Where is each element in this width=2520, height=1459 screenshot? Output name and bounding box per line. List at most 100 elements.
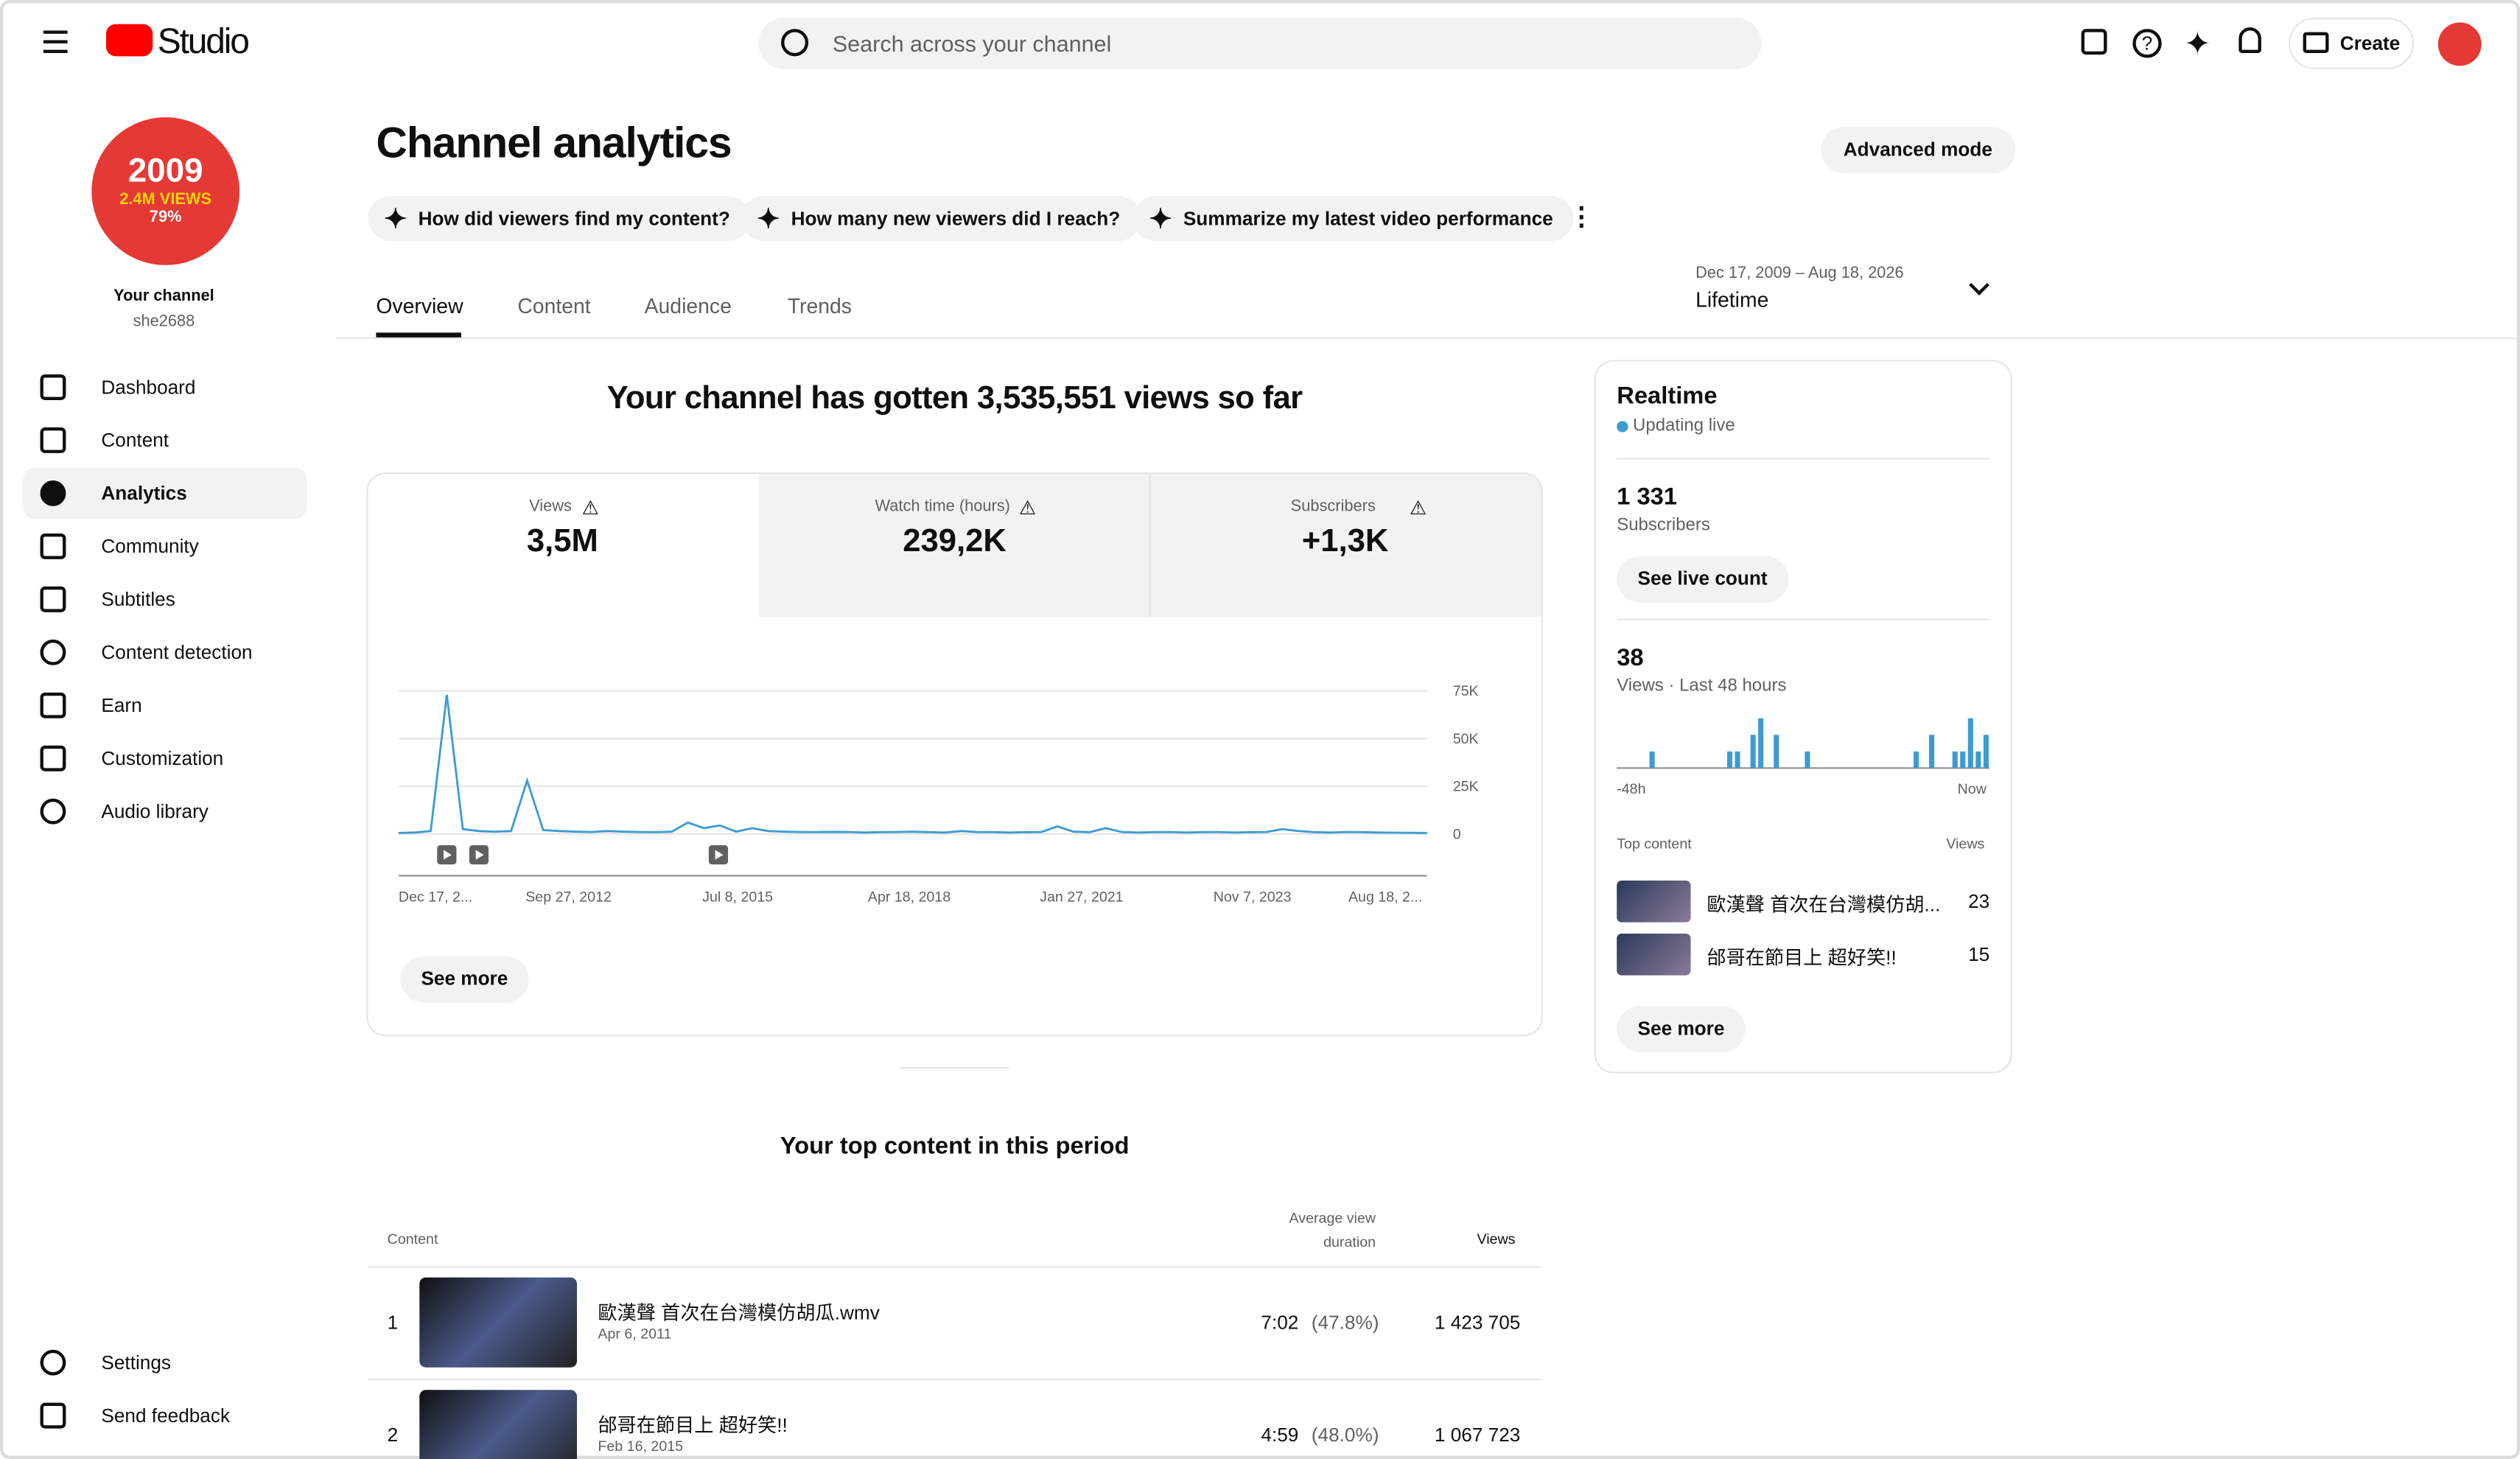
nav-item[interactable]: Earn (101, 694, 142, 717)
period[interactable]: Lifetime (1695, 287, 1769, 312)
metric-label[interactable]: Watch time (hours) (875, 497, 1010, 516)
tab[interactable]: Overview (376, 294, 463, 318)
advanced-mode-button[interactable]: Advanced mode (1821, 127, 2015, 174)
tab[interactable]: Audience (644, 294, 732, 318)
video-views: 15 (1968, 943, 1990, 966)
notifications-button[interactable] (2239, 27, 2261, 53)
menu-button[interactable] (43, 30, 68, 53)
video-title[interactable]: 邰哥在節目上 超好笑!! (1707, 946, 1897, 969)
subscriber-count: 1 331 (1617, 483, 1678, 511)
nav-icon[interactable] (40, 745, 66, 772)
date-range[interactable]: Dec 17, 2009 – Aug 18, 2026 (1695, 265, 1904, 283)
prompt-text: How did viewers find my content? (418, 207, 730, 230)
nav-icon[interactable] (40, 533, 66, 559)
realtime-status: Updating live (1633, 416, 1735, 435)
nav-item[interactable]: Content detection (101, 641, 253, 664)
channel-label: Your channel (113, 287, 214, 306)
metric-value[interactable]: 239,2K (903, 523, 1007, 559)
avatar-views: 2.4M VIEWS (119, 191, 212, 209)
prompt-text: Summarize my latest video performance (1183, 207, 1553, 230)
video-title[interactable]: 歐漢聲 首次在台灣模仿胡... (1707, 893, 1941, 916)
thumbnail[interactable] (1617, 880, 1691, 923)
tab[interactable]: Trends (787, 294, 852, 318)
nav-icon[interactable] (40, 1402, 66, 1429)
views: 1 067 723 (1434, 1424, 1521, 1446)
content-column: Content (387, 1231, 438, 1248)
subscribers-label: Subscribers (1617, 515, 1710, 536)
prompt-text: How many new viewers did I reach? (791, 207, 1121, 230)
avd-column: Average view duration (1289, 1210, 1376, 1250)
rank: 1 (387, 1311, 399, 1334)
nav-icon[interactable] (40, 692, 66, 718)
avatar-pct: 79% (149, 209, 182, 227)
divider (368, 1378, 1541, 1381)
warning-icon: ⚠ (581, 496, 600, 519)
rank: 2 (387, 1424, 399, 1446)
top-content-title: Your top content in this period (780, 1133, 1130, 1161)
logo-icon[interactable] (105, 24, 153, 57)
nav-icon[interactable] (40, 586, 66, 612)
avg-pct: (48.0%) (1311, 1424, 1379, 1446)
logo-text[interactable]: Studio (157, 21, 250, 61)
metric-tab-divider (1149, 474, 1151, 617)
nav-item[interactable]: Analytics (101, 482, 187, 505)
warning-icon: ⚠ (1018, 496, 1037, 519)
nav-item[interactable]: Community (101, 535, 199, 558)
metric-value[interactable]: 3,5M (526, 523, 598, 559)
nav-icon[interactable] (40, 480, 66, 506)
tab[interactable]: Content (517, 294, 591, 318)
warning-icon: ⚠ (1409, 496, 1427, 519)
video-date: Apr 6, 2011 (598, 1326, 672, 1342)
account-avatar[interactable] (2437, 22, 2482, 66)
thumbnail[interactable] (419, 1277, 578, 1368)
nav-icon[interactable] (40, 639, 66, 665)
prompt-chip[interactable]: ✦ Summarize my latest video performance (1133, 196, 1575, 242)
nav-icon[interactable] (40, 798, 66, 825)
prompt-chip[interactable]: ✦ How did viewers find my content? (368, 196, 752, 242)
prompt-chip[interactable]: ✦ How many new viewers did I reach? (741, 196, 1141, 242)
active-nav-bg (22, 467, 307, 519)
nav-icon[interactable] (40, 374, 66, 400)
see-more-button[interactable]: See more (400, 956, 529, 1003)
video-title[interactable]: 歐漢聲 首次在台灣模仿胡瓜.wmv (598, 1301, 880, 1324)
nav-item[interactable]: Settings (101, 1351, 171, 1374)
realtime-views-label: Views · Last 48 hours (1617, 676, 1787, 696)
thumbnail[interactable] (1617, 933, 1691, 976)
nav-item[interactable]: Dashboard (101, 376, 196, 399)
nav-item[interactable]: Customization (101, 746, 224, 770)
channel-avatar[interactable]: 2009 2.4M VIEWS 79% (91, 117, 239, 265)
search-box[interactable] (758, 17, 1762, 69)
metric-label[interactable]: Subscribers (1290, 497, 1376, 516)
axis-end-label: Now (1957, 780, 1987, 797)
create-icon (2303, 32, 2329, 53)
channel-handle: she2688 (133, 313, 195, 332)
create-button[interactable] (2288, 17, 2415, 69)
thumbnail[interactable] (419, 1390, 578, 1459)
nav-item[interactable]: Content (101, 429, 169, 452)
axis-start-label: -48h (1617, 780, 1646, 797)
realtime-see-more[interactable]: See more (1617, 1006, 1746, 1053)
ai-button[interactable]: ✦ (2184, 27, 2211, 63)
realtime-views: 38 (1617, 644, 1644, 672)
headline: Your channel has gotten 3,535,551 views … (606, 380, 1303, 416)
nav-icon[interactable] (40, 1349, 66, 1376)
search-icon (781, 29, 809, 57)
see-live-count-button[interactable]: See live count (1617, 556, 1788, 603)
views-column-label: Views (1946, 835, 1985, 852)
video-views: 23 (1968, 890, 1990, 913)
period-dropdown[interactable] (1969, 275, 1989, 295)
tab-underline (376, 332, 461, 337)
metric-label[interactable]: Views (529, 497, 572, 516)
icon-button[interactable] (2081, 29, 2107, 55)
create-label: Create (2339, 32, 2401, 55)
help-button[interactable]: ? (2132, 29, 2162, 58)
metric-value[interactable]: +1,3K (1301, 523, 1389, 559)
nav-item[interactable]: Subtitles (101, 588, 175, 611)
nav-item[interactable]: Send feedback (101, 1404, 231, 1427)
page-title: Channel analytics (376, 119, 732, 167)
live-dot (1617, 421, 1628, 433)
video-title[interactable]: 邰哥在節目上 超好笑!! (598, 1413, 788, 1437)
nav-icon[interactable] (40, 427, 66, 453)
nav-item[interactable]: Audio library (101, 800, 209, 823)
